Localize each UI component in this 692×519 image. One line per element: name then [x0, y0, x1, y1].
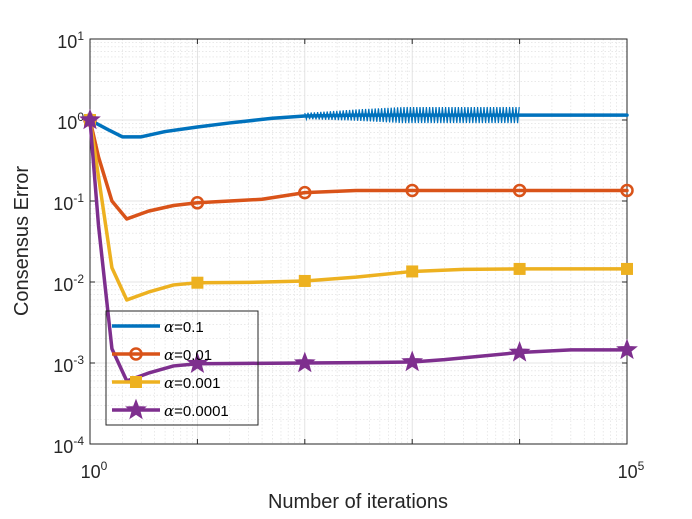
- y-tick-label: 101: [57, 29, 84, 52]
- legend-entry-3: α=0.001: [112, 374, 220, 392]
- legend: α=0.1 α=0.01 α=0.001 α=0.0001: [105, 310, 259, 426]
- series-oscillation: [304, 107, 520, 124]
- axes: [89, 38, 628, 445]
- legend-label: α=0.0001: [164, 402, 229, 420]
- y-tick-label: 10-3: [53, 353, 84, 376]
- legend-label: α=0.1: [164, 318, 204, 336]
- square-marker: [621, 262, 633, 275]
- square-marker: [406, 265, 419, 278]
- circle-marker: [512, 183, 527, 198]
- y-axis-label: Consensus Error: [11, 166, 33, 316]
- star-marker: [616, 338, 638, 360]
- circle-marker: [298, 185, 312, 200]
- star-marker: [508, 341, 531, 362]
- star-marker: [401, 350, 424, 372]
- series-line: [88, 118, 629, 221]
- star-marker: [186, 352, 209, 373]
- star-marker: [293, 351, 316, 373]
- series-4: [79, 108, 638, 383]
- star-marker: [79, 108, 101, 130]
- series-layer: [79, 107, 638, 383]
- square-marker: [513, 262, 526, 275]
- legend-entry-4: α=0.0001: [112, 398, 229, 420]
- star-marker: [125, 398, 147, 420]
- x-axis-label: Number of iterations: [268, 491, 448, 513]
- series-1: [88, 107, 629, 139]
- square-marker: [298, 274, 311, 287]
- legend-box: [105, 310, 259, 426]
- x-tick-label: 100: [81, 459, 108, 482]
- axes-box: [89, 38, 628, 445]
- square-marker: [191, 276, 204, 289]
- square-marker: [130, 376, 142, 388]
- circle-marker: [190, 196, 205, 210]
- legend-entry-1: α=0.1: [112, 318, 204, 336]
- circle-marker: [405, 183, 419, 198]
- circle-marker: [620, 183, 634, 198]
- series-line: [88, 118, 629, 383]
- y-tick-label: 10-1: [53, 191, 84, 214]
- circle-marker: [129, 347, 143, 361]
- plot-area: [90, 39, 627, 444]
- series-line: [88, 118, 629, 302]
- y-tick-label: 10-2: [53, 272, 84, 295]
- legend-label: α=0.01: [164, 346, 212, 364]
- y-tick-label: 10-4: [53, 434, 84, 457]
- legend-label: α=0.001: [164, 374, 220, 392]
- x-tick-label: 105: [618, 459, 645, 482]
- legend-entry-2: α=0.01: [112, 346, 212, 364]
